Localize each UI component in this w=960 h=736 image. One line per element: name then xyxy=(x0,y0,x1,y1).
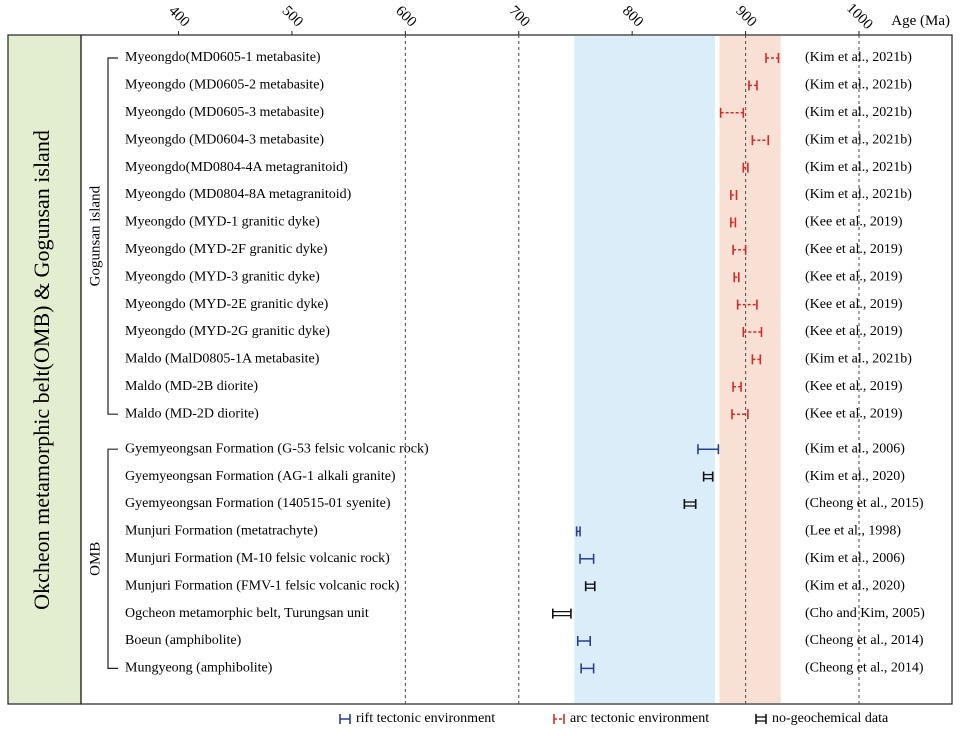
legend-item-rift: rift tectonic environment xyxy=(339,711,495,726)
sample-label: Boeun (amphibolite) xyxy=(125,633,242,648)
age-range-bar-nodata xyxy=(584,581,596,592)
sample-label: Myeongdo (MD0804-8A metagranitoid) xyxy=(125,187,352,202)
age-range-bar-arc xyxy=(719,107,745,118)
x-tick-label: 1000 xyxy=(843,0,876,33)
sample-label: Myeongdo (MYD-1 granitic dyke) xyxy=(125,215,320,230)
age-range-bar-arc xyxy=(730,190,738,200)
sample-reference: (Kee et al., 2019) xyxy=(805,215,903,230)
legend-item-arc: arc tectonic environment xyxy=(553,711,709,726)
age-range-bar-arc xyxy=(742,327,763,337)
sample-label: Myeongdo (MYD-3 granitic dyke) xyxy=(125,269,320,284)
sample-reference: (Cheong et al., 2015) xyxy=(805,496,924,511)
sample-label: Maldo (MalD0805-1A metabasite) xyxy=(125,352,320,367)
title-panel xyxy=(7,34,82,705)
sample-label: Myeongdo (MD0604-3 metabasite) xyxy=(125,132,324,147)
x-tick-label: 500 xyxy=(279,3,306,30)
sample-reference: (Kim et al., 2021b) xyxy=(805,50,912,65)
age-range-bar-rift xyxy=(575,526,581,537)
age-range-bar-rift xyxy=(576,636,592,646)
sample-reference: (Kim et al., 2021b) xyxy=(805,132,912,147)
legend-label: no-geochemical data xyxy=(772,711,889,726)
x-tick-label: 600 xyxy=(392,3,419,30)
age-range-bar-arc xyxy=(751,354,762,365)
age-range-bar-arc xyxy=(742,162,749,173)
sample-reference: (Kim et al., 2020) xyxy=(805,469,905,484)
age-range-bar-arc xyxy=(731,409,749,420)
sample-reference: (Kim et al., 2021b) xyxy=(805,352,912,367)
age-range-bar-arc xyxy=(733,272,740,283)
sample-label: Myeongdo (MYD-2G granitic dyke) xyxy=(125,324,330,339)
age-range-bar-arc xyxy=(732,244,747,255)
age-range-bar-rift xyxy=(697,444,720,455)
sample-label: Myeongdo (MD0605-3 metabasite) xyxy=(125,105,324,120)
age-range-bar-nodata xyxy=(683,499,697,509)
sample-reference: (Kee et al., 2019) xyxy=(805,269,903,284)
age-range-bar-arc xyxy=(748,80,758,91)
legend-item-nodata: no-geochemical data xyxy=(755,711,889,726)
age-range-bar-arc xyxy=(730,217,737,228)
age-range-bar-rift xyxy=(579,553,595,564)
sample-label: Mungyeong (amphibolite) xyxy=(125,661,273,676)
sample-label: Gyemyeongsan Formation (AG-1 alkali gran… xyxy=(125,469,396,484)
sample-label: Munjuri Formation (metatrachyte) xyxy=(125,524,318,539)
sample-reference: (Kim et al., 2021b) xyxy=(805,187,912,202)
sample-label: Myeongdo(MD0605-1 metabasite) xyxy=(125,50,321,65)
legend-label: arc tectonic environment xyxy=(570,711,709,726)
sample-reference: (Kee et al., 2019) xyxy=(805,406,903,421)
group-label: OMB xyxy=(87,542,103,576)
age-range-bar-arc xyxy=(732,381,742,392)
sample-reference: (Kim et al., 2021b) xyxy=(805,160,912,175)
x-axis-label: Age (Ma) xyxy=(891,13,950,29)
plot-frame xyxy=(80,34,953,705)
sample-label: Myeongdo (MD0605-2 metabasite) xyxy=(125,78,324,93)
legend-label: rift tectonic environment xyxy=(356,711,495,726)
sample-reference: (Kim et al., 2006) xyxy=(805,551,905,566)
sample-label: Maldo (MD-2D diorite) xyxy=(125,406,259,421)
sample-label: Myeongdo (MYD-2F granitic dyke) xyxy=(125,242,328,257)
sample-reference: (Kim et al., 2006) xyxy=(805,441,905,456)
chart-title: Okcheon metamorphic belt(OMB) & Gogunsan… xyxy=(29,130,54,610)
sample-label: Myeongdo(MD0804-4A metagranitoid) xyxy=(125,160,348,175)
sample-label: Myeongdo (MYD-2E granitic dyke) xyxy=(125,297,329,312)
sample-reference: (Kim et al., 2021b) xyxy=(805,78,912,93)
sample-reference: (Kim et al., 2021b) xyxy=(805,105,912,120)
age-range-bar-rift xyxy=(580,663,595,674)
age-range-bar-nodata xyxy=(551,608,572,619)
x-tick-label: 700 xyxy=(506,3,533,30)
age-range-bar-nodata xyxy=(702,471,714,482)
sample-reference: (Cheong et al., 2014) xyxy=(805,633,924,648)
group-label: Gogunsan island xyxy=(87,185,103,286)
sample-reference: (Kee et al., 2019) xyxy=(805,242,903,257)
sample-label: Munjuri Formation (M-10 felsic volcanic … xyxy=(125,551,390,566)
sample-reference: (Kim et al., 2020) xyxy=(805,578,905,593)
group-bracket xyxy=(107,448,118,670)
sample-reference: (Cheong et al., 2014) xyxy=(805,661,924,676)
age-range-bar-arc xyxy=(751,135,770,146)
x-tick-label: 400 xyxy=(165,3,192,30)
sample-reference: (Kee et al., 2019) xyxy=(805,379,903,394)
sample-reference: (Cho and Kim, 2005) xyxy=(805,606,925,621)
arc-band xyxy=(719,36,781,703)
sample-label: Gyemyeongsan Formation (140515-01 syenit… xyxy=(125,496,391,511)
rift-band xyxy=(574,36,715,703)
group-bracket xyxy=(107,57,118,415)
sample-label: Gyemyeongsan Formation (G-53 felsic volc… xyxy=(125,441,429,456)
sample-reference: (Lee et al., 1998) xyxy=(805,524,901,539)
x-tick-label: 900 xyxy=(732,3,759,30)
sample-reference: (Kee et al., 2019) xyxy=(805,297,903,312)
sample-label: Maldo (MD-2B diorite) xyxy=(125,379,258,394)
sample-reference: (Kee et al., 2019) xyxy=(805,324,903,339)
sample-label: Ogcheon metamorphic belt, Turungsan unit xyxy=(125,606,369,621)
age-range-bar-arc xyxy=(736,299,758,310)
age-range-bar-arc xyxy=(765,53,780,63)
x-tick-label: 800 xyxy=(619,3,646,30)
sample-label: Munjuri Formation (FMV-1 felsic volcanic… xyxy=(125,578,400,593)
